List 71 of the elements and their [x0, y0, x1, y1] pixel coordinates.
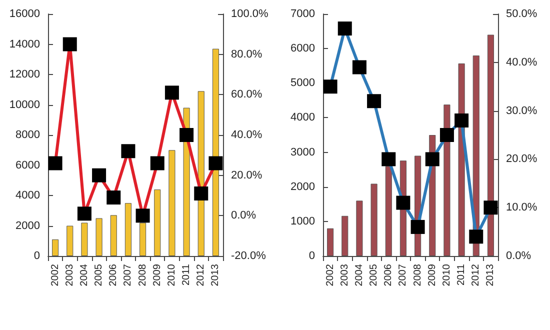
y-tick-label: 12000 — [9, 68, 40, 80]
y-tick-label: 1000 — [290, 215, 315, 228]
y-tick-label: 2000 — [290, 180, 315, 193]
bar — [52, 239, 59, 256]
y2-tick-label: 80.0% — [231, 48, 262, 60]
x-tick-label: 2003 — [339, 264, 350, 286]
bar — [66, 226, 74, 256]
bar — [356, 200, 363, 256]
y-tick-label: 3000 — [290, 146, 315, 158]
bar — [487, 34, 494, 256]
bar — [212, 48, 219, 256]
y-tick-label: 4000 — [290, 112, 315, 124]
y-tick-label: 16000 — [9, 8, 40, 20]
bar — [385, 166, 392, 256]
bar — [327, 228, 334, 256]
bar — [96, 218, 102, 256]
x-tick-label: 2008 — [412, 264, 424, 286]
y2-tick-label: 100.0% — [231, 8, 269, 20]
y-tick-label: 7000 — [290, 8, 315, 20]
y2-tick-label: 40.0% — [231, 129, 262, 141]
bar — [342, 216, 348, 256]
bar — [370, 184, 378, 256]
y-tick-label: 6000 — [290, 42, 315, 55]
x-tick-label: 2010 — [441, 264, 452, 286]
y2-tick-label: 30.0% — [506, 104, 538, 117]
y-tick-label: 0 — [34, 250, 40, 262]
y-tick-label: 8000 — [16, 129, 40, 141]
y-tick-label: 6000 — [16, 159, 40, 172]
x-tick-label: 2007 — [398, 264, 409, 286]
y-tick-label: 4000 — [16, 190, 40, 202]
y2-tick-label: 10.0% — [506, 202, 538, 214]
x-tick-label: 2008 — [137, 264, 148, 286]
bar — [168, 150, 176, 256]
x-tick-label: 2009 — [426, 264, 438, 286]
x-tick-label: 2002 — [324, 264, 336, 286]
bar — [110, 215, 117, 256]
x-tick-label: 2011 — [456, 264, 468, 286]
bar — [140, 222, 146, 256]
y2-tick-label: 20.0% — [506, 153, 538, 166]
x-tick-label: 2012 — [196, 264, 207, 286]
y-tick-label: 14000 — [9, 38, 40, 50]
y-tick-label: 5000 — [290, 77, 315, 90]
x-tick-label: 2006 — [383, 264, 394, 286]
y-tick-label: 2000 — [16, 220, 40, 232]
y2-tick-label: 50.0% — [506, 8, 538, 20]
bar — [124, 203, 132, 256]
x-tick-label: 2006 — [108, 264, 120, 286]
y2-tick-label: 20.0% — [231, 169, 262, 182]
y-tick-label: 10000 — [9, 98, 40, 111]
x-tick-label: 2010 — [166, 264, 178, 286]
x-tick-label: 2011 — [181, 264, 192, 286]
bar — [154, 189, 161, 256]
y2-tick-label: 0.0% — [231, 210, 256, 222]
bar — [81, 222, 88, 256]
x-tick-label: 2009 — [152, 264, 163, 286]
y2-tick-label: 0.0% — [506, 250, 532, 262]
x-tick-label: 2003 — [64, 264, 76, 286]
x-tick-label: 2013 — [485, 264, 496, 286]
y2-tick-label: 40.0% — [506, 56, 538, 68]
y-tick-label: 0 — [308, 250, 315, 262]
x-tick-label: 2005 — [368, 264, 380, 286]
x-tick-label: 2007 — [122, 264, 134, 286]
x-tick-label: 2005 — [94, 264, 105, 286]
y2-tick-label: -20.0% — [231, 250, 266, 262]
x-tick-label: 2004 — [354, 264, 365, 286]
y2-tick-label: 60.0% — [231, 88, 262, 101]
x-tick-label: 2002 — [50, 264, 61, 286]
x-tick-label: 2004 — [78, 264, 90, 286]
x-tick-label: 2012 — [470, 264, 482, 286]
x-tick-label: 2013 — [210, 264, 222, 286]
bar — [444, 104, 450, 256]
